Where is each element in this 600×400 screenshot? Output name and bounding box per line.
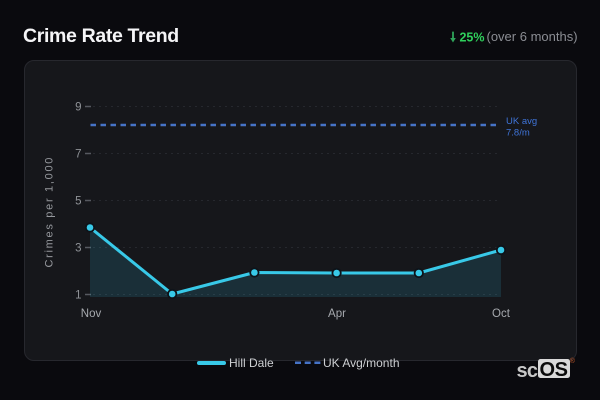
- svg-text:7.8/m: 7.8/m: [506, 128, 530, 139]
- svg-text:1: 1: [75, 290, 81, 302]
- svg-text:Oct: Oct: [492, 308, 511, 320]
- svg-text:7: 7: [75, 149, 81, 161]
- svg-text:5: 5: [75, 196, 81, 208]
- svg-text:Apr: Apr: [328, 308, 346, 320]
- svg-text:3: 3: [75, 243, 81, 255]
- svg-text:9: 9: [75, 102, 81, 114]
- svg-text:Crimes per 1,000: Crimes per 1,000: [44, 156, 56, 268]
- svg-text:Nov: Nov: [81, 308, 102, 320]
- svg-text:UK avg: UK avg: [506, 116, 537, 127]
